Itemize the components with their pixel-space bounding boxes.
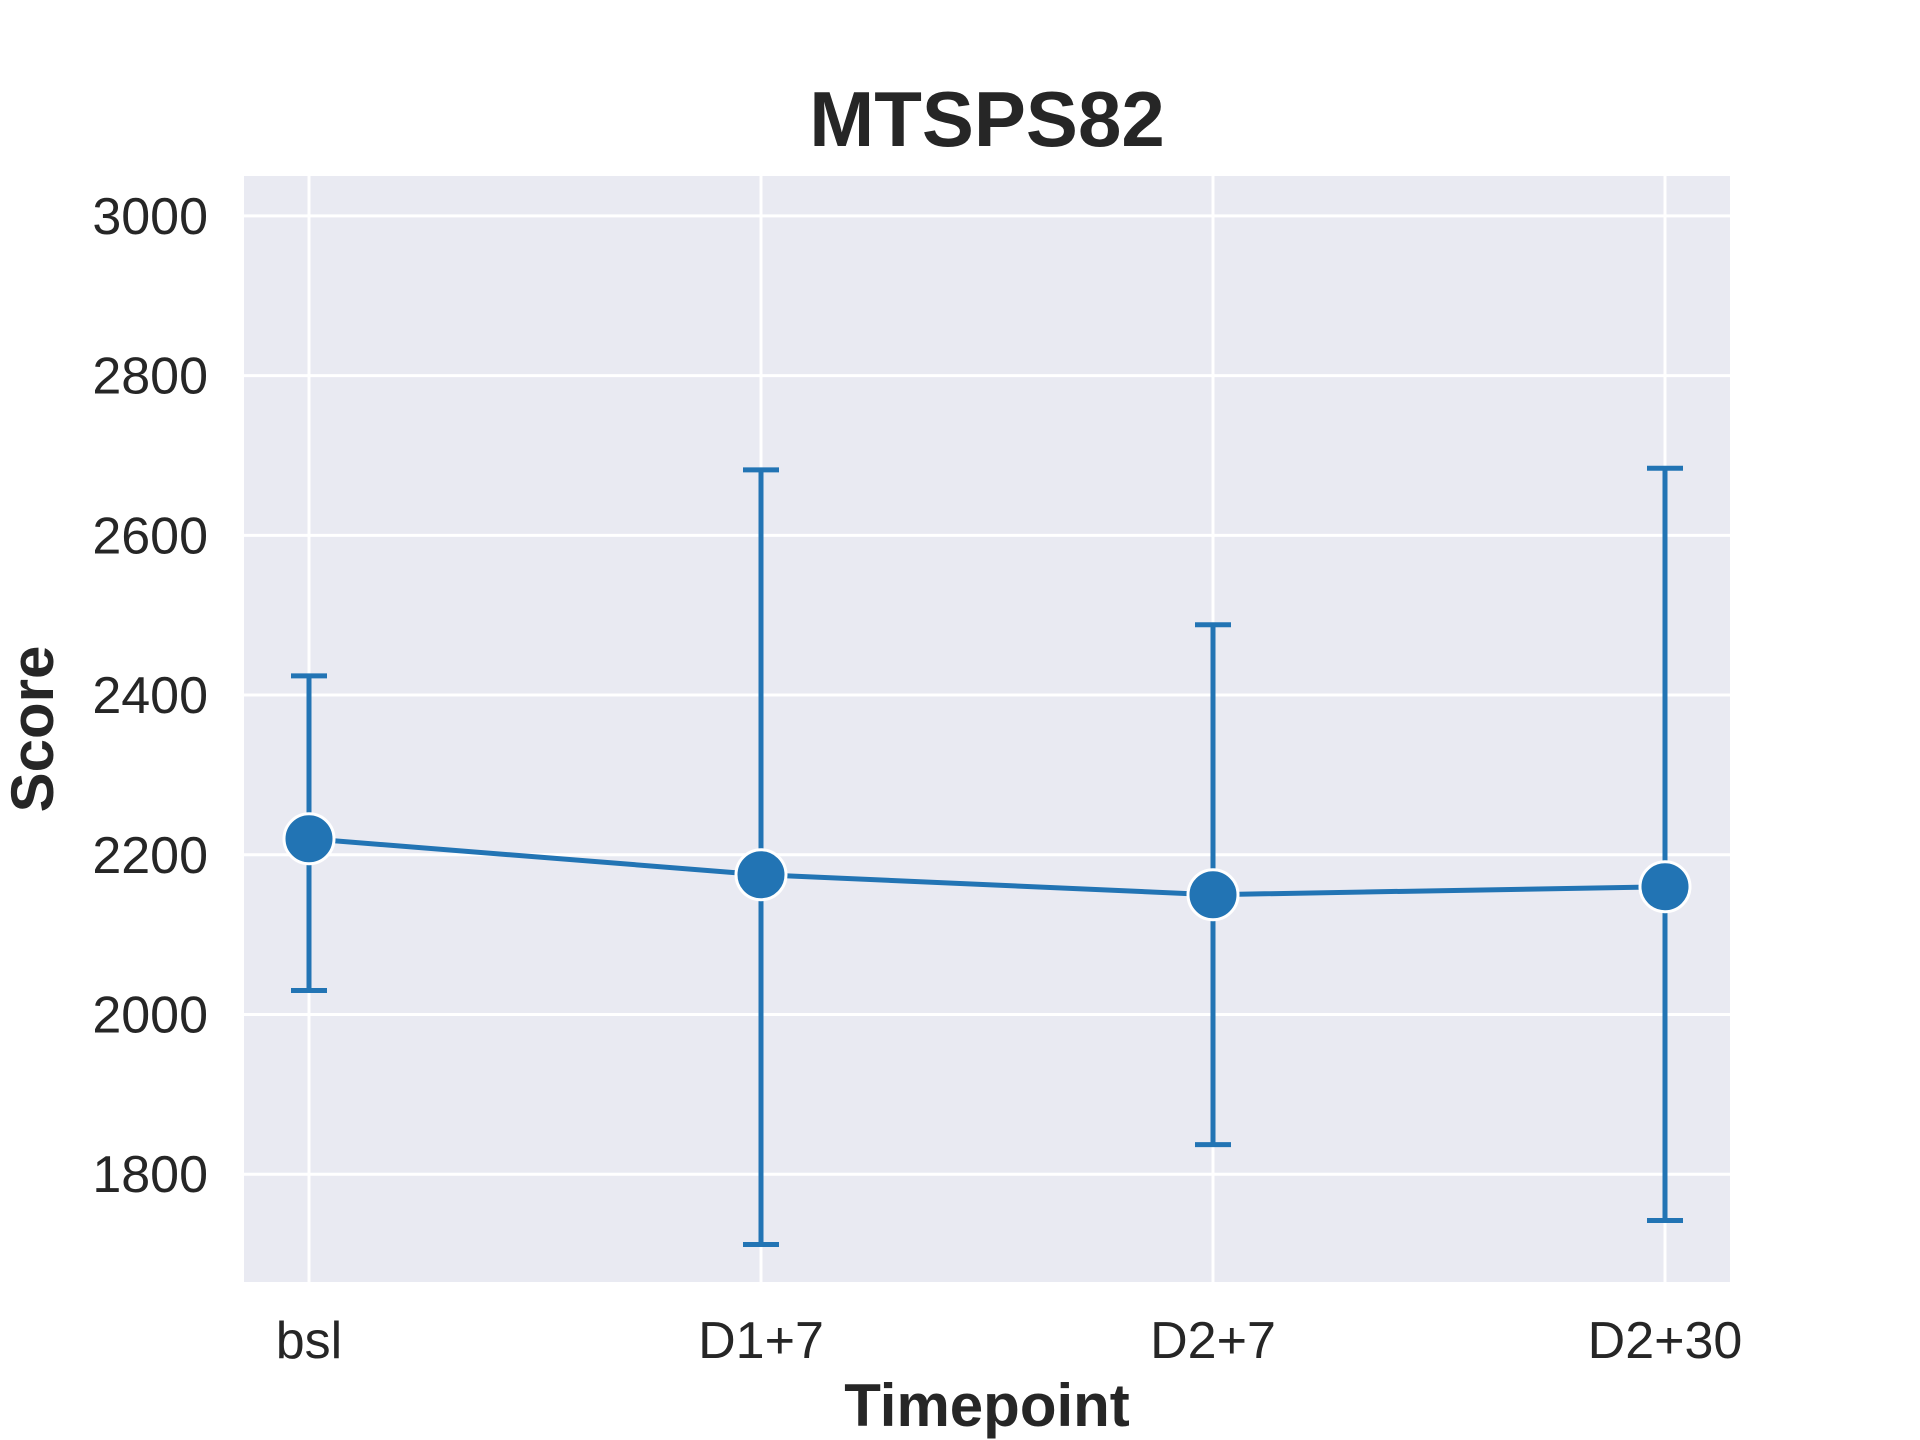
x-tick-label: D2+30 [1588, 1312, 1743, 1370]
x-tick-label: D2+7 [1150, 1312, 1276, 1370]
x-tick-label: bsl [276, 1312, 342, 1370]
y-tick-label: 2000 [92, 986, 208, 1044]
chart-title: MTSPS82 [809, 75, 1164, 163]
x-tick-label: D1+7 [698, 1312, 824, 1370]
data-point [734, 848, 788, 902]
error-bar [1647, 465, 1683, 1224]
y-tick-label: 3000 [92, 188, 208, 246]
series [282, 465, 1692, 1247]
x-axis-label: Timepoint [844, 1372, 1130, 1439]
y-tick-label: 2200 [92, 827, 208, 885]
data-point [1186, 868, 1240, 922]
y-tick-label: 2600 [92, 507, 208, 565]
y-tick-label: 2800 [92, 348, 208, 406]
y-tick-label: 2400 [92, 667, 208, 725]
y-axis-label: Score [0, 646, 66, 813]
series-line [308, 836, 1666, 898]
tick-labels: 1800 2000 2200 2400 2600 2800 3000 bsl D1+7 D2+7 D… [92, 188, 1742, 1370]
plot-area [244, 176, 1730, 1282]
y-tick-label: 1800 [92, 1146, 208, 1204]
data-point [1638, 860, 1692, 914]
data-point [282, 812, 336, 866]
